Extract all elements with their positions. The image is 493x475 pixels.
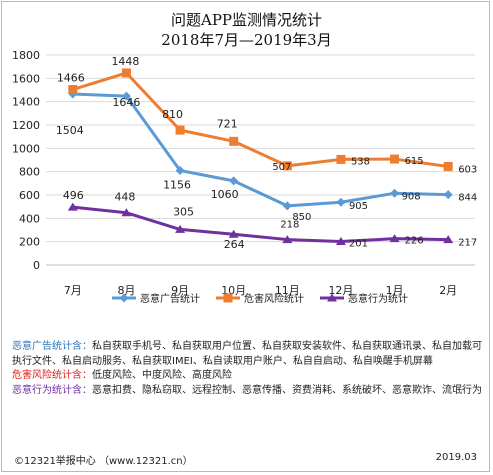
point [336,197,346,207]
point [335,237,346,246]
note-risk-label: 危害风险统计含： [12,370,92,382]
x-tick-label: 11月 [275,284,300,297]
point [121,68,131,78]
data-label: 201 [349,239,368,250]
note-risk: 危害风险统计含：低度风险、中度风险、高度风险 [12,369,482,384]
legend-label: 危害风险统计 [244,292,304,305]
footer-source: ©12321举报中心 （www.12321.cn） [14,456,193,467]
y-tick-label: 1200 [12,119,40,132]
data-label: 1156 [163,179,191,192]
point [443,162,453,172]
x-tick-label: 7月 [64,284,82,297]
y-tick-label: 800 [19,166,40,179]
x-tick-label: 2月 [439,284,457,297]
data-label: 305 [173,205,194,218]
data-label: 810 [162,108,183,121]
footer-date: 2019.03 [435,452,477,463]
point [119,293,129,303]
chart-title: 问题APP监测情况统计 [170,11,323,29]
note-risk-text: 低度风险、中度风险、高度风险 [92,370,232,382]
note-behavior-text: 恶意扣费、隐私窃取、远程控制、恶意传播、资费消耗、系统破坏、恶意欺诈、流氓行为 [92,384,482,396]
point [443,190,453,200]
x-tick-label: 1月 [386,284,404,297]
data-label: 264 [224,238,245,251]
point [175,166,185,175]
data-label: 1466 [57,72,85,85]
point [175,224,186,233]
data-label: 615 [405,156,424,167]
point [229,136,239,146]
data-label: 850 [292,212,311,223]
point [390,154,400,164]
data-label: 1060 [211,188,239,201]
note-behavior-label: 恶意行为统计含： [12,384,92,396]
point [390,188,400,198]
y-tick-label: 400 [19,212,40,225]
legend-label: 恶意行为统计 [348,292,408,305]
point [443,235,454,244]
data-label: 1448 [111,55,139,68]
data-label: 226 [405,236,424,247]
point [282,161,292,171]
y-tick-label: 200 [19,236,40,249]
point [282,201,292,211]
data-label: 218 [280,220,299,231]
point [327,293,337,302]
point [336,154,346,164]
chart-subtitle: 2018年7月—2019年3月 [161,31,332,49]
data-label: 538 [351,156,370,167]
point [389,234,400,243]
data-label: 603 [458,165,477,176]
y-tick-label: 1400 [12,96,40,109]
point [121,208,132,217]
point [228,229,239,238]
x-tick-label: 12月 [328,284,353,297]
x-tick-label: 9月 [171,284,189,297]
y-tick-label: 0 [33,259,40,272]
data-label: 721 [217,117,238,130]
note-ad: 恶意广告统计含：私自获取手机号、私自获取用户位置、私自获取安装软件、私自获取通讯… [12,340,482,369]
point [121,91,131,101]
data-label: 905 [349,201,368,212]
data-label: 1646 [112,96,140,109]
series-line [72,205,449,244]
point [223,293,233,303]
data-label: 1504 [56,124,84,137]
y-tick-label: 1000 [12,142,40,155]
data-label: 496 [63,189,84,202]
series-line [72,71,449,169]
point [229,176,239,186]
note-ad-text: 私自获取手机号、私自获取用户位置、私自获取安装软件、私自获取通讯录、私自加载可执… [12,341,482,367]
point [68,85,78,95]
point [282,235,293,244]
point [175,125,185,135]
x-tick-label: 8月 [117,284,135,297]
note-ad-label: 恶意广告统计含： [12,341,92,352]
data-label: 448 [114,191,135,204]
series-line [72,92,449,208]
point [67,202,78,211]
line-chart: 0 200 400 600 800 1000 1200 1400 1600 1800 7月 8月 9月 1… [12,49,477,305]
y-tick-label: 600 [19,189,40,202]
data-label: 908 [402,191,421,202]
data-label: 217 [458,238,477,249]
notes-panel: 恶意广告统计含：私自获取手机号、私自获取用户位置、私自获取安装软件、私自获取通讯… [12,340,482,398]
y-tick-label: 1600 [12,72,40,85]
legend-label: 恶意广告统计 [140,292,200,305]
note-behavior: 恶意行为统计含：恶意扣费、隐私窃取、远程控制、恶意传播、资费消耗、系统破坏、恶意… [12,384,482,399]
y-tick-label: 1800 [12,49,40,62]
data-label: 844 [458,193,477,204]
data-label: 507 [272,162,291,173]
